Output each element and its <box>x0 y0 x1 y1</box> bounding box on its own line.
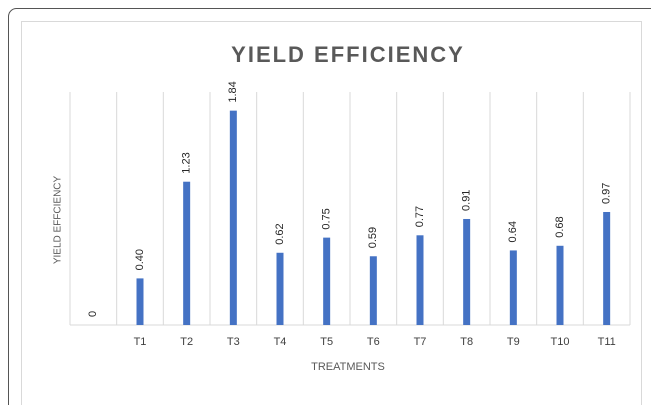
value-label: 0.91 <box>461 190 473 211</box>
x-tick-label: T8 <box>460 336 473 348</box>
x-tick-label: T7 <box>414 336 427 348</box>
bar <box>323 238 330 325</box>
bar <box>463 219 470 325</box>
x-axis-label: TREATMENTS <box>311 361 385 373</box>
value-label: 1.23 <box>181 152 193 173</box>
x-tick-label: T2 <box>180 336 193 348</box>
value-label: 0.40 <box>134 249 146 270</box>
x-tick-label: T1 <box>134 336 147 348</box>
x-tick-label: T5 <box>320 336 333 348</box>
bar <box>370 256 377 325</box>
value-label: 1.84 <box>227 81 239 102</box>
x-tick-label: T10 <box>551 336 570 348</box>
y-axis-label: YIELD EFFCIENCY <box>53 176 64 265</box>
bar <box>557 246 564 325</box>
chart-title: YIELD EFFICIENCY <box>231 42 465 67</box>
bar <box>510 250 517 325</box>
bar <box>183 182 190 325</box>
x-tick-label: T4 <box>274 336 287 348</box>
x-tick-label: T11 <box>598 336 616 348</box>
value-label: 0.77 <box>414 206 426 227</box>
value-label: 0.68 <box>554 216 566 237</box>
x-tick-label: T3 <box>227 336 240 348</box>
x-tick-label: T6 <box>367 336 380 348</box>
value-label: 0.97 <box>601 183 613 204</box>
bar <box>603 212 610 325</box>
x-tick-label: T9 <box>507 336 520 348</box>
bar <box>417 235 424 325</box>
value-label: 0.64 <box>507 221 519 242</box>
value-label: 0.75 <box>321 208 333 229</box>
bar <box>230 111 237 325</box>
bar <box>277 253 284 325</box>
value-label: 0.62 <box>274 223 286 244</box>
bar <box>137 278 144 325</box>
value-label: 0.59 <box>367 227 379 248</box>
value-label: 0 <box>87 311 99 317</box>
